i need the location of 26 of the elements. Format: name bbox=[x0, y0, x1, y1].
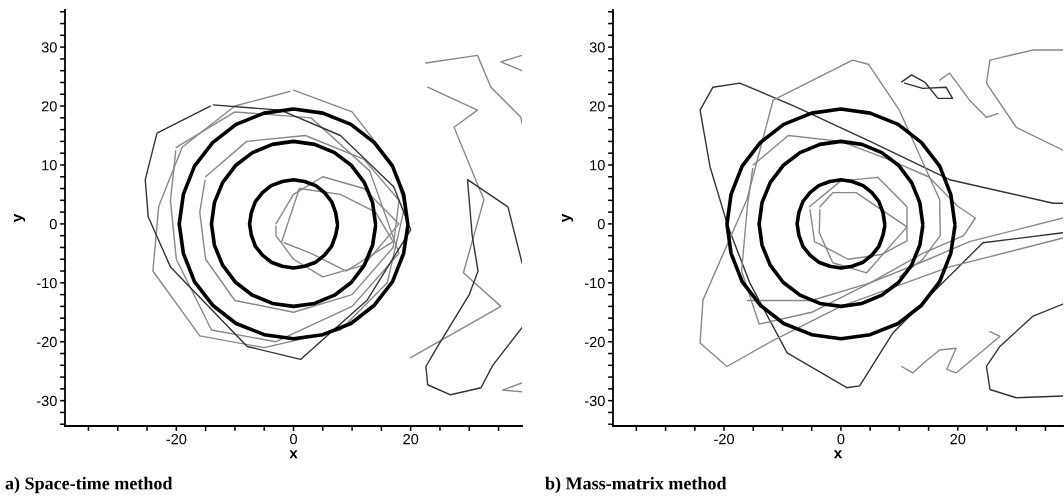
y-tick-label: 30 bbox=[589, 42, 605, 53]
y-tick-label: 0 bbox=[597, 218, 605, 230]
y-tick-label: -10 bbox=[584, 277, 605, 289]
y-tick-label: -10 bbox=[36, 277, 57, 289]
y-tick-label: 30 bbox=[41, 42, 57, 53]
y-tick-label: 0 bbox=[49, 218, 57, 230]
y-tick-label: -30 bbox=[36, 395, 57, 407]
x-tick-label: -20 bbox=[714, 434, 735, 445]
text: a) Space-time method bbox=[5, 476, 173, 494]
y-axis-title: y bbox=[13, 213, 26, 223]
x-tick-label: 0 bbox=[837, 434, 845, 445]
y-tick-label: -30 bbox=[584, 395, 605, 407]
y-tick-label: 10 bbox=[590, 160, 605, 171]
x-tick-label: 20 bbox=[950, 434, 966, 445]
x-axis-title: x bbox=[289, 450, 298, 459]
y-axis-title: y bbox=[561, 213, 574, 223]
x-tick-label: 20 bbox=[403, 434, 419, 445]
x-tick-label: -20 bbox=[166, 434, 187, 445]
y-tick-label: 20 bbox=[41, 101, 57, 112]
text: b) Mass-matrix method bbox=[545, 476, 727, 494]
y-tick-label: 10 bbox=[42, 160, 57, 171]
x-axis-title: x bbox=[833, 450, 843, 459]
y-tick-label: -20 bbox=[584, 336, 605, 348]
y-tick-label: -20 bbox=[36, 336, 57, 348]
y-tick-label: 20 bbox=[589, 101, 605, 112]
x-tick-label: 0 bbox=[290, 434, 297, 445]
